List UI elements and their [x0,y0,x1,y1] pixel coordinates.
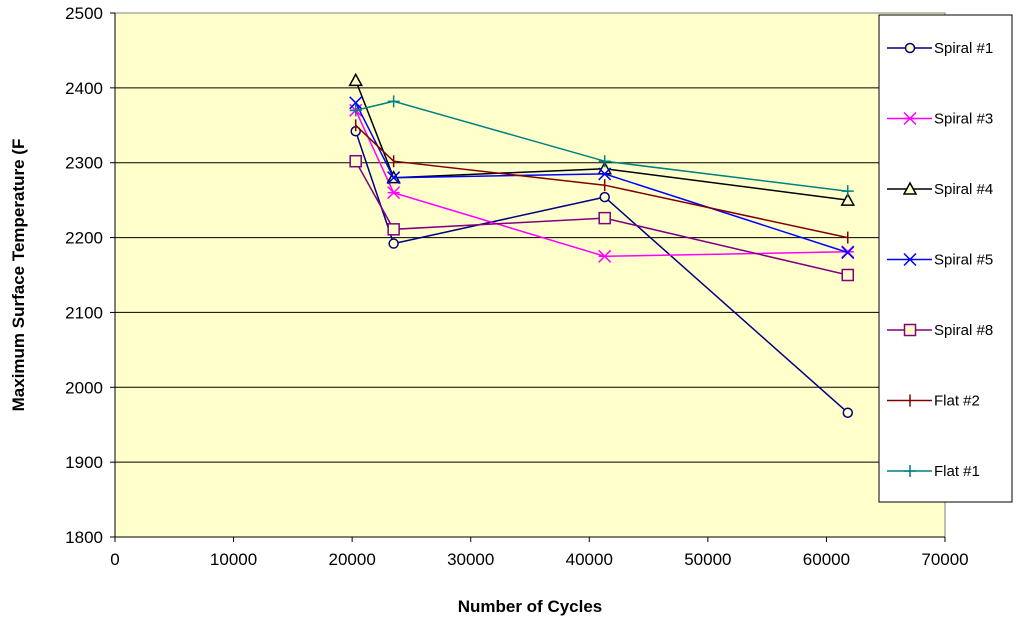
data-point [842,407,854,418]
series-line [355,124,848,239]
legend-entry: Spiral #5 [887,252,993,269]
series-line [354,131,849,414]
data-point [598,167,612,181]
y-tick-label: 2100 [65,303,103,322]
y-tick-label: 2200 [65,229,103,248]
data-point [841,246,855,260]
x-tick-label: 70000 [921,550,968,569]
data-point [349,154,362,168]
series-5 [349,154,855,282]
x-tick-label: 40000 [566,550,613,569]
series-6 [354,119,849,244]
data-point [387,171,401,185]
series-line [355,109,848,258]
legend-marker [904,465,916,477]
data-point [387,223,400,236]
legend-label: Flat #2 [934,393,980,410]
legend-marker [902,181,918,195]
legend-entry: Spiral #4 [887,181,993,198]
y-tick-label: 2500 [65,4,103,23]
data-point [348,72,363,87]
legend-marker [903,252,917,267]
x-tick-label: 50000 [684,550,731,569]
legend-label: Spiral #5 [934,252,993,269]
y-tick-label: 2400 [65,79,103,98]
series-4 [349,96,855,260]
series-line [355,100,848,192]
legend-entry: Flat #1 [887,463,980,480]
legend-label: Spiral #8 [934,322,993,339]
data-point [598,249,612,263]
axes [110,12,946,542]
legend-entry: Spiral #8 [887,322,993,339]
y-tick-label: 2000 [65,378,103,397]
gridlines [115,87,945,463]
data-point [841,185,854,198]
data-point [599,191,610,203]
legend-label: Spiral #3 [934,111,993,128]
legend: Spiral #1 Spiral #3 Spiral #4 Spiral #5 Spir… [878,14,1013,503]
x-tick-label: 20000 [329,550,376,569]
x-tick-label: 60000 [803,550,850,569]
legend-label: Spiral #4 [934,181,993,198]
tick-labels: 1800 1900 2000 2100 2200 2300 2400 2500 0 10000 20… [65,4,968,569]
x-tick-label: 0 [110,550,119,569]
legend-marker [903,323,917,337]
y-tick-label: 1900 [65,453,103,472]
y-tick-label: 1800 [65,528,103,547]
legend-marker [904,42,916,54]
legend-entry: Flat #2 [887,393,980,410]
data-point [349,104,362,117]
series-line [355,160,848,276]
data-point [598,211,611,225]
data-point [598,155,611,168]
x-tick-label: 30000 [447,550,494,569]
legend-label: Spiral #1 [934,40,993,57]
data-point [387,95,400,108]
legend-entry: Spiral #3 [887,111,993,128]
data-point [387,186,401,200]
plot-area [114,12,946,538]
legend-entry: Spiral #1 [887,40,993,57]
data-point [388,238,399,249]
legend-marker [903,111,917,126]
legend-box [878,14,1013,503]
data-point [840,192,856,206]
series-7 [349,95,854,198]
series-group [348,72,856,418]
y-axis-title: Maximum Surface Temperature (F [9,139,28,412]
x-axis-title: Number of Cycles [458,597,603,616]
data-point [841,268,855,282]
y-tick-label: 2300 [65,154,103,173]
legend-label: Flat #1 [934,463,980,480]
data-point [349,96,363,110]
series-line [355,102,849,254]
x-tick-label: 10000 [210,550,257,569]
